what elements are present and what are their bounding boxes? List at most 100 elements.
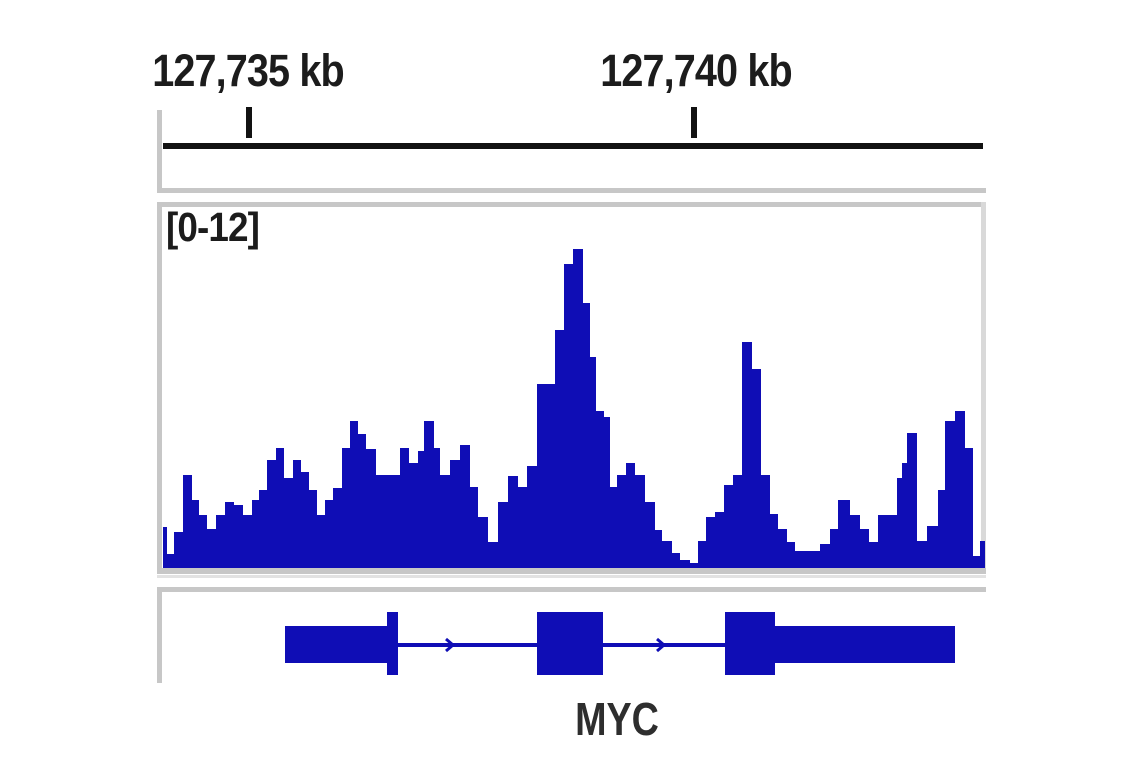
coverage-bar [174, 532, 183, 568]
coverage-bar [878, 515, 897, 568]
coverage-bar [267, 460, 276, 568]
coverage-bar [945, 421, 955, 568]
coverage-range-label: [0-12] [166, 204, 260, 250]
coverage-bar [460, 445, 470, 568]
coverage-bar [498, 502, 508, 568]
coverage-bar [897, 478, 902, 568]
coverage-bar [635, 475, 645, 568]
ruler-label-left: 127,735 kb [152, 45, 344, 96]
coverage-bar [820, 544, 830, 568]
coverage-bar [980, 541, 985, 568]
coverage-bar [527, 466, 537, 568]
coverage-bar [409, 463, 418, 568]
coverage-bar [965, 448, 973, 568]
coverage-bar [795, 551, 820, 568]
coverage-bar [508, 476, 518, 568]
coverage-bar [850, 515, 860, 568]
coverage-bar [610, 487, 617, 568]
gene-cds [725, 612, 775, 675]
coverage-bar [259, 490, 267, 568]
coverage-bar [838, 500, 850, 568]
gene-name-label: MYC [575, 693, 659, 745]
coverage-bar [733, 475, 742, 568]
coverage-bar [243, 515, 252, 568]
coverage-bar [216, 515, 225, 568]
gene-top-border [157, 587, 986, 592]
coverage-bar [706, 517, 715, 568]
gene-cds [537, 612, 603, 675]
coverage-bar [752, 369, 761, 568]
coverage-bar [234, 505, 243, 568]
coverage-bar [376, 475, 400, 568]
coverage-bar [869, 542, 878, 568]
coverage-bar [470, 487, 478, 568]
coverage-bar [358, 434, 366, 568]
coverage-bar [183, 475, 192, 568]
coverage-bar [440, 475, 450, 568]
coverage-bar [604, 417, 610, 568]
coverage-bar [927, 526, 938, 568]
coverage-bar [293, 460, 301, 568]
coverage-bar [434, 448, 440, 568]
coverage-bar [424, 421, 434, 568]
coverage-bar [590, 357, 596, 568]
coverage-bar [938, 490, 945, 568]
strand-arrow-icon [444, 637, 456, 653]
coverage-right-border [981, 202, 986, 574]
ruler-left-border [157, 110, 162, 192]
coverage-top-border [157, 202, 986, 207]
coverage-bar [163, 527, 167, 568]
coverage-bar [366, 449, 376, 568]
coverage-bar [715, 512, 724, 568]
coverage-bar [973, 556, 980, 568]
coverage-bar [564, 264, 573, 568]
coverage-bar [418, 451, 424, 568]
coverage-bar [555, 330, 564, 568]
coverage-bar [672, 553, 680, 568]
coverage-bar [450, 460, 460, 568]
ruler-axis-line[interactable] [163, 143, 983, 149]
coverage-bar [690, 563, 698, 568]
coverage-bar [770, 514, 778, 568]
coverage-bar [655, 530, 662, 568]
gene-left-border [157, 587, 162, 683]
coverage-bar [488, 542, 498, 568]
coverage-bar [225, 502, 234, 568]
coverage-bar [626, 463, 635, 568]
coverage-bar [596, 411, 604, 568]
coverage-bar [284, 478, 293, 568]
coverage-bottom-border [157, 568, 986, 574]
coverage-bar [301, 472, 309, 568]
coverage-bar [207, 529, 216, 568]
coverage-bar [742, 342, 752, 568]
strand-arrow-icon [655, 637, 667, 653]
coverage-bar [252, 500, 259, 568]
coverage-bar [830, 529, 838, 568]
coverage-bar [902, 463, 907, 568]
coverage-bar [680, 560, 690, 568]
coverage-bottom-border-light [157, 575, 986, 578]
coverage-bar [333, 488, 342, 568]
coverage-bar [778, 529, 787, 568]
coverage-bar [917, 541, 927, 568]
coverage-bar [724, 485, 733, 568]
ruler-tick [246, 107, 252, 138]
coverage-bar [617, 475, 626, 568]
coverage-bar [325, 500, 333, 568]
coverage-bar [199, 515, 207, 568]
ruler-tick [691, 107, 697, 138]
coverage-bar [518, 487, 527, 568]
coverage-bar [955, 411, 965, 568]
coverage-bar [478, 517, 488, 568]
coverage-bar [342, 448, 350, 568]
coverage-bar [400, 448, 409, 568]
coverage-bar [276, 448, 284, 568]
ruler-label-right: 127,740 kb [600, 45, 792, 96]
gene-utr [285, 626, 387, 663]
coverage-bar [317, 515, 325, 568]
coverage-bar [860, 529, 869, 568]
coverage-bar [583, 303, 590, 568]
coverage-bar [537, 384, 555, 568]
ruler-bottom-border [157, 188, 986, 193]
